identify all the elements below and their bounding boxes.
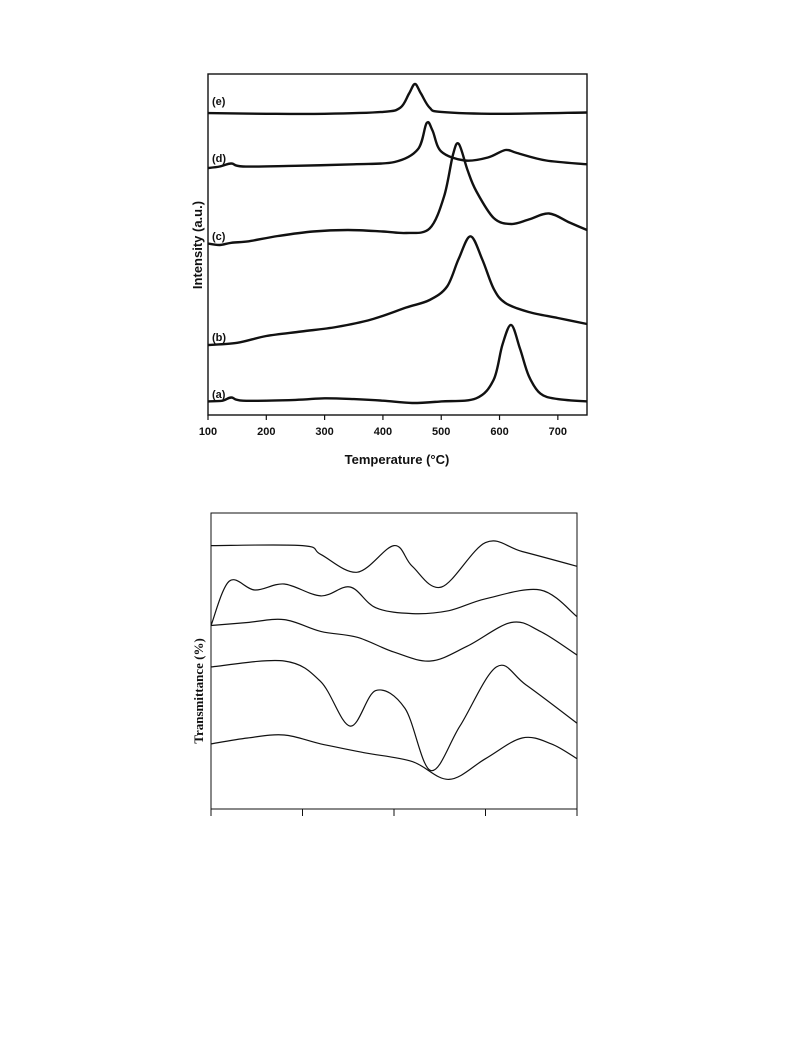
tpr-x-tick-label: 400 xyxy=(374,426,392,438)
tpr-curve-labels: (a) (b) (c) (d) (e) xyxy=(212,96,226,401)
ir-chart: Transmittance (%) xyxy=(191,512,578,816)
tpr-series-line-1 xyxy=(207,323,588,405)
tpr-curve-label-2: (b) xyxy=(212,332,226,344)
ir-series-line-2 xyxy=(210,579,578,626)
tpr-x-tick-label: 200 xyxy=(257,426,275,438)
ir-series-group xyxy=(210,540,578,781)
tpr-chart: 100 200 300 400 500 600 700 (a) (b) (c) (d) (e) Te… xyxy=(190,73,588,467)
tpr-series-group xyxy=(207,82,588,405)
tpr-x-tick-label: 500 xyxy=(432,426,450,438)
ir-x-ticks xyxy=(210,809,578,816)
tpr-curve-label-5: (e) xyxy=(212,96,226,108)
tpr-x-ticks: 100 200 300 400 500 600 700 xyxy=(199,415,567,438)
ir-series-line-4 xyxy=(210,659,578,772)
tpr-series-line-5 xyxy=(207,82,588,116)
tpr-curve-label-3: (c) xyxy=(212,231,226,243)
tpr-series-line-3 xyxy=(207,142,588,247)
tpr-y-axis-title: Intensity (a.u.) xyxy=(190,201,205,289)
tpr-x-tick-label: 300 xyxy=(315,426,333,438)
ir-series-line-5 xyxy=(210,734,578,781)
tpr-x-tick-label: 700 xyxy=(549,426,567,438)
ir-y-axis-title: Transmittance (%) xyxy=(191,638,206,744)
tpr-series-line-4 xyxy=(207,121,588,170)
tpr-series-line-2 xyxy=(207,235,588,347)
tpr-x-tick-label: 100 xyxy=(199,426,217,438)
tpr-x-axis-title: Temperature (°C) xyxy=(345,452,450,467)
ir-series-line-1 xyxy=(210,540,578,589)
tpr-curve-label-1: (a) xyxy=(212,389,226,401)
tpr-curve-label-4: (d) xyxy=(212,153,226,165)
tpr-x-tick-label: 600 xyxy=(490,426,508,438)
ir-series-line-3 xyxy=(210,618,578,662)
tpr-plot-frame xyxy=(207,73,588,416)
